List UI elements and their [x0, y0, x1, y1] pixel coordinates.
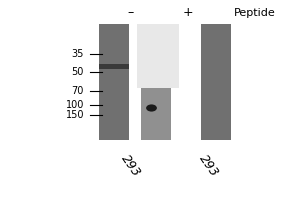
- Bar: [136, 24, 178, 88]
- Text: 293: 293: [196, 152, 221, 180]
- Text: +: +: [182, 6, 193, 20]
- Text: 70: 70: [72, 86, 84, 96]
- Bar: [99, 64, 129, 69]
- Text: 150: 150: [65, 110, 84, 120]
- Text: 35: 35: [72, 49, 84, 59]
- Circle shape: [146, 104, 157, 112]
- Bar: [141, 24, 171, 140]
- Bar: [201, 24, 231, 140]
- Text: 293: 293: [118, 152, 143, 180]
- Text: –: –: [128, 6, 134, 20]
- Bar: [99, 24, 129, 140]
- Text: 100: 100: [66, 100, 84, 110]
- Text: 50: 50: [72, 67, 84, 77]
- Text: Peptide: Peptide: [234, 8, 276, 18]
